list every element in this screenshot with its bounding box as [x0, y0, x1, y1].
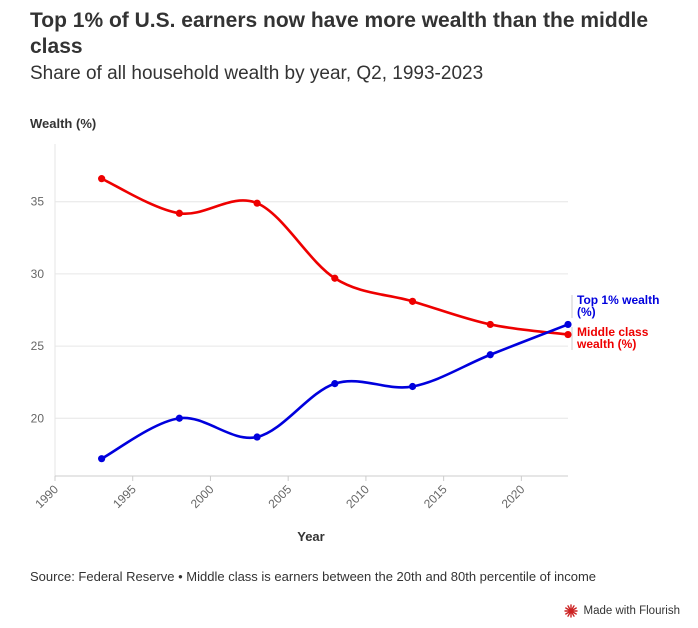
- data-point[interactable]: [408, 382, 417, 391]
- data-point[interactable]: [98, 455, 106, 463]
- data-point[interactable]: [98, 175, 106, 183]
- data-point[interactable]: [331, 380, 339, 388]
- logo-core: [569, 608, 574, 614]
- series-label: Top 1% wealth(%): [571, 293, 659, 319]
- source-note: Source: Federal Reserve • Middle class i…: [30, 569, 597, 584]
- made-with-flourish-link[interactable]: Made with Flourish: [564, 604, 680, 618]
- x-tick-label: 2005: [266, 482, 295, 511]
- x-axis-title: Year: [297, 529, 324, 544]
- chart-title: Top 1% of U.S. earners now have more wea…: [30, 9, 649, 58]
- x-tick-label: 2020: [499, 482, 528, 511]
- brand-label: Made with Flourish: [583, 605, 680, 617]
- x-tick-label: 1990: [32, 482, 61, 511]
- data-point[interactable]: [486, 320, 494, 329]
- series-lines: [98, 175, 572, 463]
- data-point[interactable]: [175, 414, 183, 422]
- series-label-line: (%): [577, 305, 596, 319]
- y-tick-label: 25: [31, 339, 45, 353]
- data-point[interactable]: [564, 320, 572, 329]
- y-tick-label: 30: [31, 267, 45, 281]
- series-line: [100, 323, 570, 460]
- data-point[interactable]: [564, 330, 572, 339]
- data-point[interactable]: [486, 351, 494, 359]
- y-axis: 20 25 30 35: [31, 195, 45, 426]
- gridlines: [54, 144, 568, 476]
- flourish-logo-icon: [564, 604, 579, 618]
- x-tick-label: 2000: [188, 482, 217, 511]
- series-label-line: Top 1% wealth: [577, 293, 659, 307]
- series-label-line: wealth (%): [576, 337, 636, 351]
- x-tick-label: 2015: [421, 482, 450, 511]
- x-tick-label: 1995: [110, 482, 139, 511]
- data-point[interactable]: [253, 433, 261, 441]
- data-point[interactable]: [331, 274, 339, 282]
- y-axis-title: Wealth (%): [30, 116, 96, 131]
- series-label-line: Middle class: [577, 325, 649, 339]
- x-tick-label: 2010: [343, 482, 372, 511]
- x-axis: 1990 1995 2000 2005 2010 2015 2020: [32, 475, 568, 511]
- y-tick-label: 20: [31, 411, 45, 425]
- data-point[interactable]: [408, 297, 417, 305]
- y-tick-label: 35: [31, 195, 45, 209]
- chart-subtitle: Share of all household wealth by year, Q…: [30, 63, 484, 84]
- data-point[interactable]: [253, 199, 261, 207]
- data-point[interactable]: [175, 209, 183, 217]
